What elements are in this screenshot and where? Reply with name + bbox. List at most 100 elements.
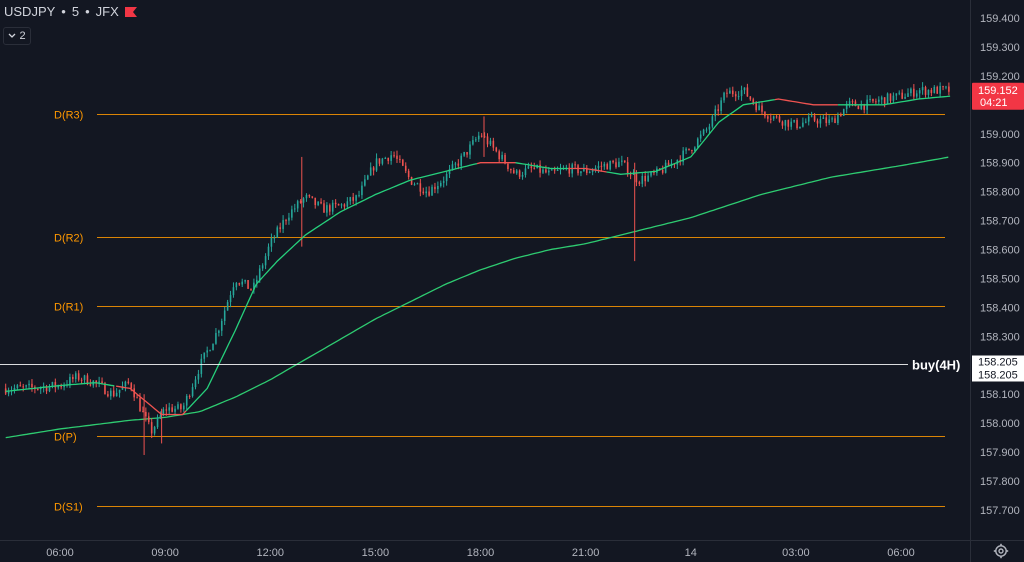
candle-body — [787, 120, 790, 127]
candle-body — [810, 115, 813, 117]
candle-body — [539, 164, 541, 173]
candle-body — [661, 169, 664, 173]
candle-body — [828, 119, 830, 124]
candle-body — [512, 170, 515, 174]
candle-body — [752, 99, 755, 104]
candle-body — [238, 283, 241, 285]
candle-body — [95, 380, 98, 383]
candle-body — [807, 116, 810, 122]
candle-body — [746, 87, 749, 97]
candle-body — [437, 185, 439, 190]
buy-price-tag — [972, 355, 1024, 369]
candle-body — [326, 205, 328, 213]
candle-body — [77, 373, 80, 380]
candle-body — [714, 109, 717, 117]
candle-body — [174, 408, 176, 412]
gear-icon[interactable] — [993, 543, 1009, 559]
candle-body — [612, 160, 614, 163]
time-tick-label: 06:00 — [46, 547, 74, 559]
candle-body — [302, 198, 305, 203]
candle-body — [270, 237, 273, 247]
candle-body — [591, 170, 594, 172]
candle-body — [133, 388, 135, 398]
indicators-toggle-button[interactable]: 2 — [3, 27, 31, 45]
candle-body — [215, 332, 217, 344]
candle-body — [840, 115, 842, 117]
candle-body — [434, 186, 436, 190]
candle-body — [483, 136, 486, 138]
candle-body — [232, 287, 235, 296]
candle-body — [626, 162, 629, 175]
candle-body — [121, 386, 124, 390]
candle-body — [352, 197, 354, 201]
candle-body — [796, 120, 798, 129]
candle-body — [223, 310, 226, 322]
candle-body — [948, 86, 950, 92]
symbol-name[interactable]: USDJPY — [4, 4, 56, 19]
candle-body — [63, 385, 65, 388]
candle-body — [469, 144, 471, 155]
candle-body — [110, 390, 112, 397]
candle-body — [372, 167, 375, 171]
candle-body — [256, 279, 258, 283]
time-tick-label: 14 — [685, 547, 697, 559]
last-price-tag — [972, 82, 1024, 110]
candle-body — [314, 197, 317, 206]
candle-body — [860, 104, 863, 110]
candle-body — [802, 122, 804, 127]
candle-body — [253, 282, 255, 290]
candle-body — [769, 118, 772, 120]
candle-body — [115, 392, 118, 397]
candle-body — [241, 281, 244, 285]
candle-body — [188, 395, 191, 397]
candle-body — [293, 208, 296, 210]
candle-body — [729, 90, 731, 94]
price-tick-label: 159.000 — [980, 129, 1020, 141]
candle-body — [609, 160, 611, 170]
candle-body — [553, 169, 556, 171]
candle-body — [559, 168, 562, 171]
interval[interactable]: 5 — [71, 4, 80, 19]
candle-body — [183, 405, 185, 410]
candle-body — [288, 217, 290, 221]
time-tick-label: 21:00 — [572, 547, 600, 559]
price-tick-label: 157.800 — [980, 476, 1020, 488]
symbol-header[interactable]: USDJPY • 5 • JFX — [4, 4, 137, 19]
candle-body — [898, 92, 901, 94]
candle-body — [261, 265, 264, 269]
short-moving-average-line — [115, 385, 187, 416]
candle-body — [480, 135, 483, 137]
candle-body — [507, 163, 509, 170]
candle-body — [781, 121, 784, 126]
time-tick-label: 12:00 — [256, 547, 284, 559]
price-tick-label: 159.400 — [980, 13, 1020, 25]
pivot-label: D(R2) — [54, 233, 83, 245]
candle-body — [749, 96, 752, 100]
candle-body — [19, 385, 22, 387]
pivot-label: D(S1) — [54, 502, 83, 514]
candle-body — [603, 163, 606, 167]
candle-body — [524, 168, 527, 176]
flag-icon[interactable] — [124, 6, 137, 17]
candle-body — [139, 397, 141, 412]
candle-body — [60, 385, 62, 388]
candle-body — [574, 164, 576, 166]
candle-body — [282, 220, 284, 229]
time-tick-label: 09:00 — [151, 547, 179, 559]
candle-body — [162, 409, 165, 416]
chevron-down-icon — [8, 33, 16, 38]
candle-body — [127, 381, 130, 384]
indicator-count: 2 — [19, 30, 26, 42]
candle-body — [761, 105, 763, 112]
candle-body — [364, 179, 366, 186]
candle-body — [407, 170, 410, 178]
candle-body — [250, 288, 252, 290]
candle-body — [889, 93, 892, 101]
candle-body — [428, 191, 430, 196]
candle-body — [112, 390, 115, 397]
candle-body — [688, 148, 690, 151]
candle-body — [869, 98, 871, 100]
candle-body — [580, 171, 582, 174]
candle-body — [404, 165, 407, 171]
